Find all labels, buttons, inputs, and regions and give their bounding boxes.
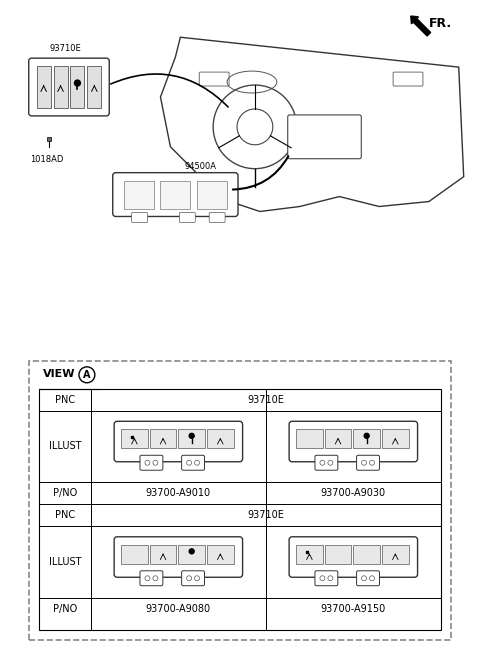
- Circle shape: [370, 461, 374, 465]
- Bar: [296, 429, 323, 448]
- Text: 93700-A9150: 93700-A9150: [321, 604, 386, 614]
- Bar: [207, 544, 234, 564]
- Bar: [54, 66, 68, 108]
- Circle shape: [187, 461, 192, 465]
- Bar: [121, 544, 148, 564]
- Bar: [382, 429, 408, 448]
- Text: 1018AD: 1018AD: [30, 155, 64, 164]
- Bar: [207, 429, 234, 448]
- Circle shape: [189, 549, 194, 554]
- Bar: [382, 544, 408, 564]
- Text: ILLUST: ILLUST: [49, 557, 81, 567]
- Circle shape: [189, 434, 194, 438]
- Text: 93700-A9080: 93700-A9080: [146, 604, 211, 614]
- FancyArrow shape: [411, 16, 431, 36]
- FancyBboxPatch shape: [289, 421, 418, 462]
- Circle shape: [145, 576, 150, 581]
- FancyBboxPatch shape: [357, 455, 380, 470]
- Bar: [36, 66, 50, 108]
- Text: P/NO: P/NO: [53, 488, 77, 499]
- Text: 93710E: 93710E: [247, 510, 284, 520]
- Circle shape: [361, 576, 367, 581]
- FancyBboxPatch shape: [114, 537, 242, 577]
- FancyBboxPatch shape: [140, 455, 163, 470]
- FancyBboxPatch shape: [288, 115, 361, 159]
- Bar: [29, 361, 451, 640]
- Bar: [121, 429, 148, 448]
- Text: PNC: PNC: [55, 510, 75, 520]
- Bar: [296, 544, 323, 564]
- Circle shape: [370, 576, 374, 581]
- Circle shape: [320, 576, 325, 581]
- FancyBboxPatch shape: [113, 173, 238, 216]
- Text: 93710E: 93710E: [247, 395, 284, 405]
- FancyBboxPatch shape: [315, 571, 338, 586]
- Circle shape: [364, 434, 369, 438]
- Text: 93700-A9030: 93700-A9030: [321, 488, 386, 499]
- Circle shape: [74, 80, 81, 86]
- Bar: [124, 180, 154, 209]
- Circle shape: [153, 461, 158, 465]
- Bar: [353, 429, 380, 448]
- Circle shape: [320, 461, 325, 465]
- Circle shape: [328, 461, 333, 465]
- Bar: [39, 389, 441, 630]
- FancyBboxPatch shape: [357, 571, 380, 586]
- FancyBboxPatch shape: [315, 455, 338, 470]
- FancyBboxPatch shape: [289, 537, 418, 577]
- FancyBboxPatch shape: [181, 571, 204, 586]
- FancyBboxPatch shape: [114, 421, 242, 462]
- Bar: [150, 544, 176, 564]
- Bar: [324, 429, 351, 448]
- Text: A: A: [83, 370, 91, 380]
- Text: 93710E: 93710E: [49, 44, 81, 53]
- Circle shape: [194, 576, 200, 581]
- Bar: [160, 180, 190, 209]
- Bar: [353, 544, 380, 564]
- Text: VIEW: VIEW: [43, 369, 76, 379]
- FancyBboxPatch shape: [29, 58, 109, 116]
- FancyBboxPatch shape: [209, 213, 225, 222]
- FancyBboxPatch shape: [140, 571, 163, 586]
- FancyBboxPatch shape: [181, 455, 204, 470]
- Circle shape: [194, 461, 200, 465]
- FancyBboxPatch shape: [132, 213, 147, 222]
- Bar: [179, 544, 205, 564]
- Text: 93700-A9010: 93700-A9010: [146, 488, 211, 499]
- Bar: [179, 429, 205, 448]
- Bar: [71, 66, 84, 108]
- Bar: [197, 180, 227, 209]
- FancyBboxPatch shape: [180, 213, 195, 222]
- Text: 94500A: 94500A: [184, 161, 216, 171]
- Text: ILLUST: ILLUST: [49, 441, 81, 451]
- Text: FR.: FR.: [429, 17, 452, 30]
- Circle shape: [145, 461, 150, 465]
- Bar: [324, 544, 351, 564]
- Circle shape: [153, 576, 158, 581]
- Bar: [87, 66, 101, 108]
- Circle shape: [187, 576, 192, 581]
- Text: PNC: PNC: [55, 395, 75, 405]
- Bar: [150, 429, 176, 448]
- Circle shape: [361, 461, 367, 465]
- FancyBboxPatch shape: [393, 72, 423, 86]
- Text: P/NO: P/NO: [53, 604, 77, 614]
- Circle shape: [328, 576, 333, 581]
- FancyBboxPatch shape: [199, 72, 229, 86]
